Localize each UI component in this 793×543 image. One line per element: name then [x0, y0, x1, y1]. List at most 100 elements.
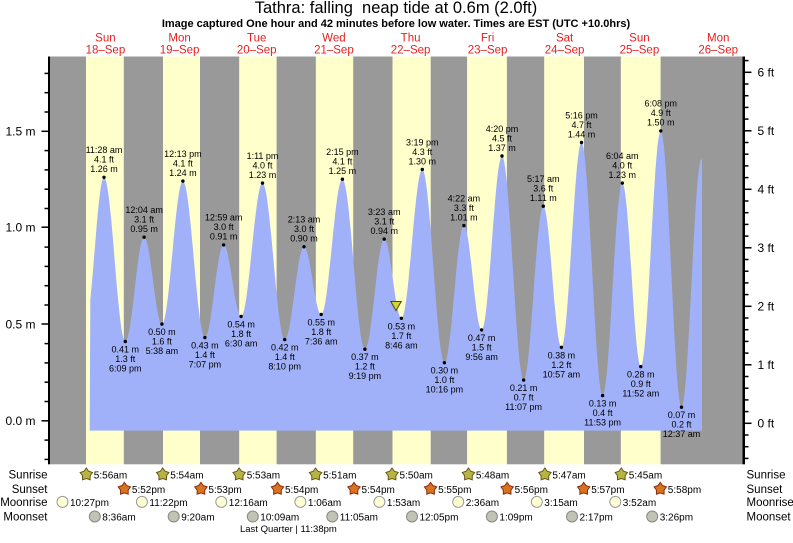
svg-text:0.53 m: 0.53 m [388, 321, 416, 331]
svg-text:1:06am: 1:06am [308, 498, 341, 509]
svg-text:5:50am: 5:50am [400, 471, 433, 482]
svg-text:5:52pm: 5:52pm [132, 485, 165, 496]
svg-text:Sunrise: Sunrise [747, 470, 786, 482]
svg-text:0.5 m: 0.5 m [5, 317, 35, 331]
svg-text:5:57pm: 5:57pm [591, 485, 624, 496]
svg-text:0.90 m: 0.90 m [290, 234, 318, 244]
svg-text:Image captured One hour and 42: Image captured One hour and 42 minutes b… [162, 18, 631, 30]
svg-text:1.23 m: 1.23 m [609, 170, 637, 180]
svg-text:2:15 pm: 2:15 pm [326, 147, 359, 157]
svg-text:Sunset: Sunset [747, 484, 784, 496]
svg-text:4.1 ft: 4.1 ft [173, 158, 194, 168]
svg-text:Mon: Mon [707, 32, 729, 44]
svg-text:5:54pm: 5:54pm [362, 485, 395, 496]
svg-text:5:58pm: 5:58pm [668, 485, 701, 496]
svg-text:9:20am: 9:20am [181, 513, 214, 524]
svg-text:5:53pm: 5:53pm [208, 485, 241, 496]
svg-text:1.0 m: 1.0 m [5, 221, 35, 235]
svg-text:2 ft: 2 ft [758, 300, 775, 314]
svg-text:Tathra: falling neap tide at: Tathra: falling neap tide at 0.6m (2.0ft… [255, 0, 538, 17]
svg-text:1:09pm: 1:09pm [499, 513, 532, 524]
svg-text:2:36am: 2:36am [466, 498, 499, 509]
svg-text:7:36 am: 7:36 am [305, 336, 338, 346]
svg-text:1.8 ft: 1.8 ft [231, 329, 252, 339]
svg-text:0.95 m: 0.95 m [130, 224, 158, 234]
svg-text:12:59 am: 12:59 am [205, 213, 243, 223]
svg-text:Fri: Fri [481, 32, 494, 44]
svg-text:1:53am: 1:53am [387, 498, 420, 509]
svg-text:0.38 m: 0.38 m [548, 350, 576, 360]
svg-text:1.5 m: 1.5 m [5, 125, 35, 139]
svg-text:Wed: Wed [322, 32, 345, 44]
svg-text:5:54am: 5:54am [170, 471, 203, 482]
svg-text:20–Sep: 20–Sep [237, 44, 277, 56]
svg-text:12:16am: 12:16am [229, 498, 268, 509]
svg-text:Sunrise: Sunrise [9, 470, 48, 482]
svg-text:Moonset: Moonset [3, 512, 48, 524]
svg-text:0.91 m: 0.91 m [210, 232, 238, 242]
svg-text:1.44 m: 1.44 m [568, 129, 596, 139]
svg-text:Sunset: Sunset [12, 484, 49, 496]
svg-text:0.07 m: 0.07 m [668, 410, 696, 420]
svg-text:5:45am: 5:45am [629, 471, 662, 482]
svg-text:0.13 m: 0.13 m [589, 399, 617, 409]
svg-text:4 ft: 4 ft [758, 183, 775, 197]
svg-text:1 ft: 1 ft [758, 358, 775, 372]
svg-text:0.41 m: 0.41 m [112, 345, 140, 355]
svg-text:2:17pm: 2:17pm [580, 513, 613, 524]
svg-text:1.4 ft: 1.4 ft [275, 352, 296, 362]
svg-text:11:28 am: 11:28 am [86, 145, 123, 155]
svg-text:1.7 ft: 1.7 ft [391, 331, 412, 341]
svg-text:1.24 m: 1.24 m [169, 168, 197, 178]
svg-text:4.1 ft: 4.1 ft [94, 155, 115, 165]
svg-text:12:04 am: 12:04 am [125, 205, 163, 215]
svg-text:5:54pm: 5:54pm [285, 485, 318, 496]
svg-text:0.54 m: 0.54 m [227, 319, 255, 329]
svg-text:8:10 pm: 8:10 pm [268, 362, 301, 372]
svg-text:1.25 m: 1.25 m [329, 166, 357, 176]
svg-text:Moonrise: Moonrise [747, 497, 793, 509]
svg-text:11:07 pm: 11:07 pm [505, 402, 542, 412]
svg-text:3:19 pm: 3:19 pm [406, 137, 439, 147]
svg-text:1:11 pm: 1:11 pm [247, 151, 279, 161]
svg-text:1.0 ft: 1.0 ft [434, 375, 455, 385]
svg-text:0.43 m: 0.43 m [191, 341, 219, 351]
svg-text:1.30 m: 1.30 m [409, 156, 437, 166]
svg-text:3:23 am: 3:23 am [368, 207, 401, 217]
svg-text:1.6 ft: 1.6 ft [152, 337, 173, 347]
svg-text:3.6 ft: 3.6 ft [533, 184, 554, 194]
svg-text:0.28 m: 0.28 m [627, 370, 655, 380]
svg-text:4.5 ft: 4.5 ft [492, 133, 513, 143]
svg-text:11:22pm: 11:22pm [149, 498, 187, 509]
svg-text:Sun: Sun [629, 32, 649, 44]
svg-text:1.3 ft: 1.3 ft [115, 354, 136, 364]
svg-text:5:38 am: 5:38 am [146, 346, 179, 356]
svg-text:5:17 am: 5:17 am [527, 174, 560, 184]
svg-text:0.37 m: 0.37 m [351, 352, 379, 362]
svg-text:12:05pm: 12:05pm [420, 513, 459, 524]
svg-text:11:05am: 11:05am [340, 513, 378, 524]
svg-text:5:16 pm: 5:16 pm [565, 110, 598, 120]
svg-text:26–Sep: 26–Sep [698, 44, 738, 56]
svg-text:1.5 ft: 1.5 ft [472, 342, 493, 352]
svg-text:1.23 m: 1.23 m [249, 170, 277, 180]
svg-text:0.7 ft: 0.7 ft [514, 393, 535, 403]
svg-text:23–Sep: 23–Sep [468, 44, 508, 56]
svg-text:3.0 ft: 3.0 ft [214, 222, 235, 232]
svg-text:0.4 ft: 0.4 ft [593, 408, 614, 418]
svg-text:5:53am: 5:53am [247, 471, 280, 482]
svg-text:3.1 ft: 3.1 ft [374, 216, 395, 226]
svg-text:1.37 m: 1.37 m [488, 143, 516, 153]
svg-text:0.9 ft: 0.9 ft [631, 379, 652, 389]
svg-text:Thu: Thu [401, 32, 421, 44]
svg-text:12:13 pm: 12:13 pm [164, 149, 202, 159]
svg-text:1.4 ft: 1.4 ft [195, 350, 216, 360]
svg-text:1.8 ft: 1.8 ft [311, 327, 332, 337]
svg-text:0.2 ft: 0.2 ft [671, 420, 692, 430]
svg-text:22–Sep: 22–Sep [391, 44, 431, 56]
svg-text:0.50 m: 0.50 m [148, 327, 176, 337]
svg-text:Tue: Tue [247, 32, 266, 44]
svg-text:6:04 am: 6:04 am [606, 151, 639, 161]
svg-text:1.50 m: 1.50 m [647, 118, 675, 128]
svg-text:24–Sep: 24–Sep [545, 44, 585, 56]
